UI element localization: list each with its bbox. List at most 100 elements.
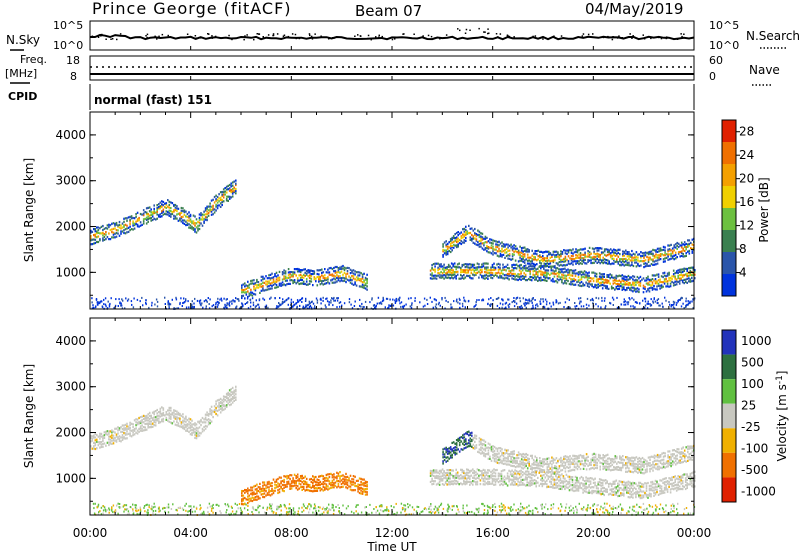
clutter-cell — [532, 306, 534, 309]
echo-cell — [348, 477, 350, 480]
clutter-cell — [559, 301, 561, 304]
clutter-cell — [179, 301, 181, 304]
echo-cell — [543, 271, 545, 274]
echo-cell — [572, 254, 574, 258]
clutter-cell — [592, 299, 594, 302]
echo-cell — [366, 288, 368, 291]
echo-cell — [583, 270, 586, 273]
echo-cell — [191, 227, 193, 230]
echo-cell — [550, 272, 553, 275]
echo-cell — [535, 273, 537, 276]
echo-cell — [452, 246, 455, 249]
clutter-cell — [209, 298, 211, 301]
echo-cell — [151, 417, 154, 420]
echo-cell — [495, 240, 497, 243]
echo-cell — [673, 453, 675, 456]
echo-cell — [241, 500, 243, 503]
echo-cell — [483, 439, 485, 442]
clutter-cell — [623, 303, 625, 306]
echo-cell — [274, 273, 276, 276]
echo-cell — [497, 266, 500, 269]
echo-cell — [112, 430, 115, 433]
echo-cell — [649, 252, 651, 255]
echo-cell — [339, 280, 341, 283]
echo-cell — [638, 459, 641, 462]
echo-cell — [322, 489, 325, 492]
echo-cell — [650, 280, 652, 283]
echo-cell — [302, 485, 305, 488]
freq-right-tick-bottom: 0 — [709, 70, 716, 83]
echo-cell — [310, 274, 313, 278]
clutter-cell — [168, 303, 171, 306]
echo-cell — [133, 429, 136, 432]
noise-search-dot — [413, 33, 415, 35]
echo-cell — [254, 496, 257, 499]
echo-cell — [602, 456, 604, 459]
echo-cell — [501, 460, 503, 463]
echo-cell — [182, 221, 184, 225]
echo-cell — [331, 484, 334, 487]
echo-cell — [542, 462, 544, 465]
echo-cell — [327, 271, 329, 274]
echo-cell — [526, 279, 528, 282]
echo-cell — [231, 396, 234, 399]
echo-cell — [569, 460, 571, 463]
echo-cell — [566, 258, 568, 261]
clutter-cell — [542, 300, 545, 303]
echo-cell — [215, 194, 217, 197]
echo-cell — [524, 269, 527, 272]
echo-cell — [451, 448, 453, 451]
echo-cell — [457, 231, 459, 234]
echo-cell — [662, 260, 665, 263]
echo-cell — [662, 254, 665, 257]
echo-cell — [550, 269, 553, 272]
echo-cell — [94, 238, 97, 241]
echo-cell — [442, 456, 444, 459]
echo-cell — [151, 422, 154, 425]
echo-cell — [124, 428, 127, 431]
echo-cell — [490, 244, 493, 247]
echo-cell — [349, 278, 352, 282]
clutter-cell — [437, 303, 440, 306]
echo-cell — [552, 260, 555, 264]
echo-cell — [603, 460, 606, 463]
echo-cell — [553, 266, 556, 269]
echo-cell — [587, 455, 589, 458]
clutter-cell — [394, 300, 397, 303]
echo-cell — [681, 281, 684, 284]
echo-cell — [354, 283, 356, 286]
echo-cell — [145, 419, 148, 422]
echo-cell — [442, 462, 444, 465]
echo-cell — [576, 254, 579, 257]
echo-cell — [550, 267, 553, 270]
clutter-cell — [523, 302, 525, 305]
clutter-cell — [434, 298, 436, 301]
echo-cell — [253, 282, 255, 285]
echo-cell — [250, 492, 252, 495]
echo-cell — [627, 281, 630, 284]
echo-cell — [635, 287, 637, 291]
echo-cell — [278, 491, 281, 494]
echo-cell — [560, 250, 562, 253]
echo-cell — [674, 277, 676, 280]
echo-cell — [569, 458, 571, 461]
echo-cell — [484, 274, 486, 277]
echo-cell — [224, 404, 226, 407]
echo-cell — [491, 272, 494, 275]
echo-cell — [118, 226, 121, 229]
clutter-cell — [338, 301, 341, 304]
echo-cell — [298, 282, 300, 286]
echo-cell — [675, 271, 678, 274]
echo-cell — [505, 457, 508, 460]
echo-cell — [643, 458, 645, 461]
echo-cell — [352, 275, 355, 278]
echo-cell — [121, 226, 124, 229]
echo-cell — [499, 458, 502, 461]
echo-cell — [656, 288, 658, 291]
echo-cell — [322, 275, 325, 278]
echo-cell — [540, 462, 543, 465]
echo-cell — [275, 283, 278, 286]
clutter-cell — [278, 305, 280, 308]
echo-cell — [667, 462, 669, 465]
